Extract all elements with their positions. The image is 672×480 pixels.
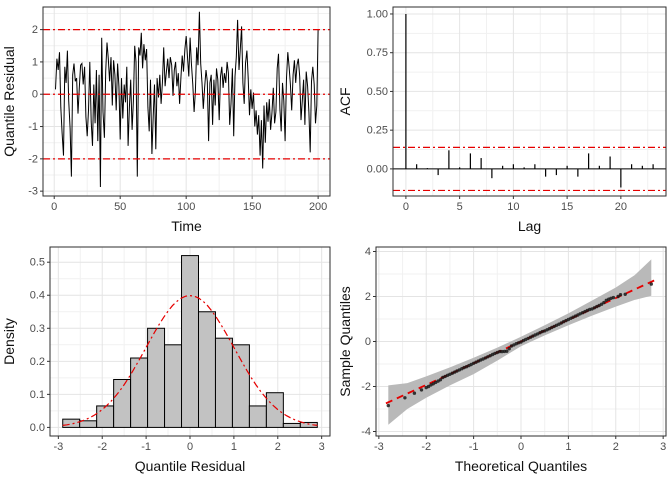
x-axis-title: Theoretical Quantiles bbox=[455, 458, 587, 474]
svg-text:0.3: 0.3 bbox=[30, 323, 45, 335]
x-axis: -3 -2 -1 0 1 2 3 bbox=[53, 436, 325, 453]
svg-text:-2: -2 bbox=[97, 441, 107, 453]
svg-text:150: 150 bbox=[243, 201, 261, 213]
residual-series-line bbox=[55, 11, 319, 188]
svg-text:4: 4 bbox=[365, 246, 371, 258]
svg-text:-1: -1 bbox=[141, 441, 151, 453]
svg-text:0.2: 0.2 bbox=[30, 356, 45, 368]
histogram-bars bbox=[62, 255, 318, 428]
svg-text:0.50: 0.50 bbox=[367, 86, 388, 98]
y-axis: -3 -2 -1 0 1 2 bbox=[28, 24, 43, 198]
panel-grid bbox=[393, 7, 666, 196]
svg-text:1.00: 1.00 bbox=[367, 8, 388, 20]
panel-border bbox=[392, 6, 667, 197]
x-axis-title: Quantile Residual bbox=[135, 458, 246, 474]
svg-text:3: 3 bbox=[660, 441, 666, 453]
y-axis: 0.0 0.1 0.2 0.3 0.4 0.5 bbox=[30, 257, 50, 434]
acf-chart: 0 5 10 15 20 0.00 0.25 0.50 0.75 1.00 Lag ACF bbox=[337, 6, 667, 234]
x-axis: 0 50 100 150 200 bbox=[51, 196, 327, 213]
svg-text:0.25: 0.25 bbox=[367, 125, 388, 137]
qq-points bbox=[386, 282, 653, 408]
svg-text:0: 0 bbox=[32, 89, 38, 101]
svg-text:0: 0 bbox=[51, 201, 57, 213]
svg-text:10: 10 bbox=[507, 201, 519, 213]
panel-qq-plot: -3 -2 -1 0 1 2 3 -4 -2 0 2 4 Theoretical Quantiles Sa… bbox=[336, 240, 672, 480]
y-axis: 0.00 0.25 0.50 0.75 1.00 bbox=[367, 8, 393, 175]
svg-text:-4: -4 bbox=[361, 426, 371, 438]
svg-text:50: 50 bbox=[114, 201, 126, 213]
svg-text:2: 2 bbox=[32, 24, 38, 36]
panel-quantile-residual-series: 0 50 100 150 200 -3 -2 -1 0 1 2 Time Quantile Residu… bbox=[0, 0, 336, 240]
svg-text:2: 2 bbox=[275, 441, 281, 453]
svg-text:-2: -2 bbox=[28, 153, 38, 165]
x-axis-title: Lag bbox=[518, 218, 541, 234]
residual-histogram-chart: -3 -2 -1 0 1 2 3 0.0 0.1 0.2 0.3 0.4 0.5 Quantile Res… bbox=[1, 246, 331, 474]
panel-grid bbox=[376, 247, 666, 436]
svg-text:100: 100 bbox=[177, 201, 195, 213]
svg-text:-3: -3 bbox=[374, 441, 384, 453]
y-axis: -4 -2 0 2 4 bbox=[361, 246, 376, 438]
svg-text:0: 0 bbox=[518, 441, 524, 453]
normal-density-curve bbox=[62, 294, 318, 426]
svg-text:2: 2 bbox=[613, 441, 619, 453]
svg-text:0.1: 0.1 bbox=[30, 389, 45, 401]
y-axis-title: Sample Quantiles bbox=[337, 286, 353, 397]
panel-residual-histogram: -3 -2 -1 0 1 2 3 0.0 0.1 0.2 0.3 0.4 0.5 Quantile Res… bbox=[0, 240, 336, 480]
y-axis-title: Quantile Residual bbox=[1, 46, 17, 157]
svg-text:-3: -3 bbox=[53, 441, 63, 453]
svg-text:5: 5 bbox=[457, 201, 463, 213]
svg-text:3: 3 bbox=[319, 441, 325, 453]
svg-text:0.0: 0.0 bbox=[30, 422, 45, 434]
x-axis-title: Time bbox=[171, 218, 202, 234]
y-axis-title: Density bbox=[1, 318, 17, 365]
svg-text:-2: -2 bbox=[361, 381, 371, 393]
svg-text:1: 1 bbox=[32, 56, 38, 68]
plot-panel-background bbox=[393, 7, 666, 196]
svg-text:15: 15 bbox=[561, 201, 573, 213]
svg-text:0.4: 0.4 bbox=[30, 290, 45, 302]
svg-text:0.00: 0.00 bbox=[367, 163, 388, 175]
svg-text:-3: -3 bbox=[28, 186, 38, 198]
qq-plot-chart: -3 -2 -1 0 1 2 3 -4 -2 0 2 4 Theoretical Quantiles Sa… bbox=[337, 246, 667, 474]
x-axis: 0 5 10 15 20 bbox=[403, 196, 627, 213]
svg-text:1: 1 bbox=[231, 441, 237, 453]
svg-text:1: 1 bbox=[565, 441, 571, 453]
svg-text:20: 20 bbox=[615, 201, 627, 213]
x-axis: -3 -2 -1 0 1 2 3 bbox=[374, 436, 666, 453]
svg-text:0: 0 bbox=[187, 441, 193, 453]
svg-text:200: 200 bbox=[309, 201, 327, 213]
panel-acf: 0 5 10 15 20 0.00 0.25 0.50 0.75 1.00 Lag ACF bbox=[336, 0, 672, 240]
svg-text:0.5: 0.5 bbox=[30, 257, 45, 269]
svg-text:0.75: 0.75 bbox=[367, 47, 388, 59]
svg-text:-1: -1 bbox=[28, 121, 38, 133]
y-axis-title: ACF bbox=[337, 88, 353, 116]
acf-bars bbox=[405, 13, 654, 188]
svg-text:2: 2 bbox=[365, 291, 371, 303]
svg-text:-1: -1 bbox=[469, 441, 479, 453]
svg-text:-2: -2 bbox=[421, 441, 431, 453]
svg-text:0: 0 bbox=[403, 201, 409, 213]
residual-time-series-chart: 0 50 100 150 200 -3 -2 -1 0 1 2 Time Quantile Residu… bbox=[1, 6, 331, 234]
svg-text:0: 0 bbox=[365, 336, 371, 348]
